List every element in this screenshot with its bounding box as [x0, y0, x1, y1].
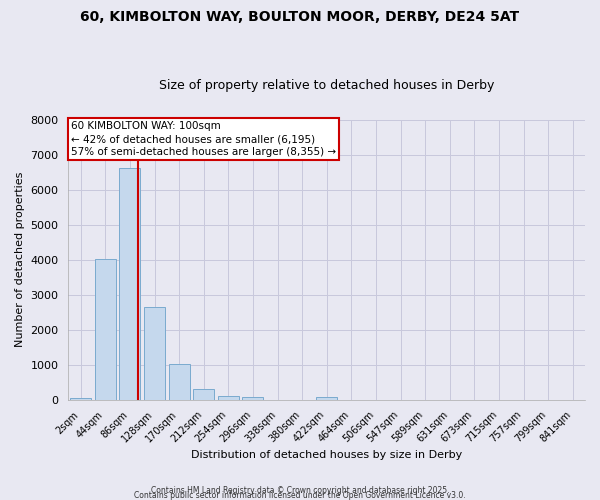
Text: Contains HM Land Registry data © Crown copyright and database right 2025.: Contains HM Land Registry data © Crown c… [151, 486, 449, 495]
Title: Size of property relative to detached houses in Derby: Size of property relative to detached ho… [159, 79, 494, 92]
Bar [218, 396, 239, 400]
Bar [193, 388, 214, 400]
Bar [316, 397, 337, 400]
Text: 60, KIMBOLTON WAY, BOULTON MOOR, DERBY, DE24 5AT: 60, KIMBOLTON WAY, BOULTON MOOR, DERBY, … [80, 10, 520, 24]
Text: 60 KIMBOLTON WAY: 100sqm
← 42% of detached houses are smaller (6,195)
57% of sem: 60 KIMBOLTON WAY: 100sqm ← 42% of detach… [71, 121, 336, 158]
Y-axis label: Number of detached properties: Number of detached properties [15, 172, 25, 348]
Bar [169, 364, 190, 400]
Text: Contains public sector information licensed under the Open Government Licence v3: Contains public sector information licen… [134, 490, 466, 500]
Bar [242, 397, 263, 400]
Bar [70, 398, 91, 400]
Bar [119, 168, 140, 400]
Bar [95, 258, 116, 400]
Bar [144, 307, 165, 400]
X-axis label: Distribution of detached houses by size in Derby: Distribution of detached houses by size … [191, 450, 463, 460]
